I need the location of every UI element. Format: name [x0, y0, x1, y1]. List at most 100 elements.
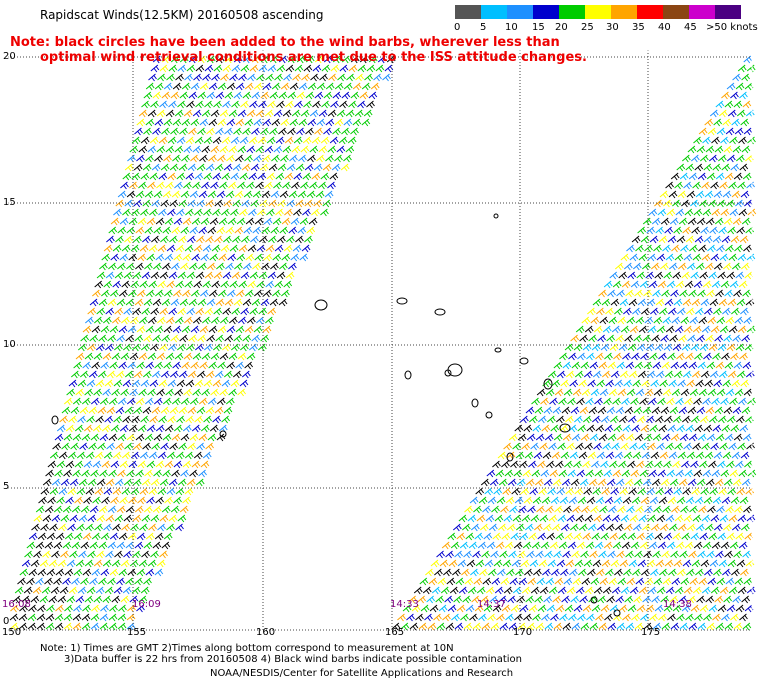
- wind-barb: [142, 163, 152, 172]
- wind-barb: [616, 550, 625, 559]
- wind-barb: [120, 388, 130, 397]
- wind-barb: [562, 622, 572, 631]
- wind-barb: [91, 361, 101, 370]
- wind-barb: [711, 469, 721, 478]
- wind-barb: [648, 469, 658, 478]
- wind-barb: [726, 604, 736, 613]
- wind-barb: [619, 415, 628, 424]
- wind-barb: [83, 460, 93, 469]
- wind-barb: [277, 235, 286, 244]
- wind-barb: [599, 577, 609, 586]
- wind-barb: [661, 622, 671, 631]
- wind-barb: [634, 289, 643, 298]
- wind-barb: [161, 541, 171, 550]
- wind-barb: [41, 586, 51, 595]
- wind-barb: [502, 487, 512, 496]
- colorbar-swatch: [559, 5, 585, 19]
- wind-barb: [635, 577, 645, 586]
- wind-barb: [247, 280, 257, 289]
- wind-barb: [212, 136, 222, 145]
- wind-barb: [615, 478, 625, 487]
- wind-barb: [705, 478, 715, 487]
- wind-barb: [352, 118, 362, 127]
- wind-barb: [551, 523, 561, 532]
- wind-barb: [639, 541, 649, 550]
- wind-barb: [732, 217, 742, 226]
- wind-barb: [72, 469, 81, 478]
- wind-barb: [93, 352, 103, 361]
- wind-barb: [176, 343, 186, 352]
- wind-barb: [140, 379, 150, 388]
- wind-barb: [556, 370, 566, 379]
- wind-barb: [721, 424, 731, 433]
- wind-barb: [197, 91, 207, 100]
- wind-barb: [667, 496, 677, 505]
- wind-barb: [532, 496, 542, 505]
- wind-barb: [697, 433, 707, 442]
- wind-barb: [639, 280, 649, 289]
- wind-barb: [74, 496, 83, 505]
- wind-barb: [199, 82, 209, 91]
- wind-barb: [121, 316, 130, 325]
- wind-barb: [604, 352, 613, 361]
- colorbar-tick: 40: [658, 22, 671, 33]
- wind-barb: [527, 505, 536, 514]
- longitude-label: 175: [641, 627, 661, 638]
- wind-barb: [262, 118, 272, 127]
- wind-barb: [275, 172, 285, 181]
- wind-barb: [730, 613, 739, 622]
- wind-barb: [260, 334, 270, 343]
- wind-barb: [81, 469, 90, 478]
- wind-barb: [614, 379, 624, 388]
- wind-barb: [161, 334, 171, 343]
- wind-barb: [169, 163, 179, 172]
- wind-barb: [289, 118, 299, 127]
- wind-barb: [236, 253, 246, 262]
- wind-barb: [144, 397, 154, 406]
- wind-barb: [734, 577, 744, 586]
- wind-barb: [175, 451, 185, 460]
- wind-barb: [503, 586, 513, 595]
- wind-barb: [228, 181, 237, 190]
- wind-barb: [649, 235, 659, 244]
- wind-barb: [673, 370, 683, 379]
- wind-barb: [740, 190, 750, 199]
- wind-barb: [657, 469, 667, 478]
- wind-barb: [543, 406, 553, 415]
- wind-barb: [174, 145, 184, 154]
- wind-barb: [476, 586, 486, 595]
- wind-barb: [554, 577, 564, 586]
- wind-barb: [435, 595, 445, 604]
- wind-barb: [204, 64, 214, 73]
- wind-barb: [525, 595, 535, 604]
- wind-barb: [452, 568, 461, 577]
- wind-barb: [593, 586, 603, 595]
- wind-barb: [693, 397, 702, 406]
- wind-barb: [447, 604, 457, 613]
- wind-barb: [85, 316, 94, 325]
- wind-barb: [271, 82, 281, 91]
- wind-barb: [328, 73, 337, 82]
- wind-barb: [675, 208, 685, 217]
- wind-barb: [595, 424, 605, 433]
- wind-barb: [598, 433, 608, 442]
- wind-barb: [219, 181, 228, 190]
- wind-barb: [696, 334, 706, 343]
- wind-barb: [720, 469, 730, 478]
- wind-barb: [514, 424, 524, 433]
- wind-barb: [524, 451, 534, 460]
- wind-barb: [289, 82, 299, 91]
- wind-barb: [12, 595, 22, 604]
- wind-barb: [213, 64, 223, 73]
- wind-barb: [235, 325, 245, 334]
- wind-barb: [241, 370, 251, 379]
- wind-barb: [574, 487, 584, 496]
- wind-barb: [136, 532, 146, 541]
- wind-barb: [86, 343, 96, 352]
- wind-barb: [94, 316, 103, 325]
- wind-barb: [185, 172, 195, 181]
- wind-barb: [35, 577, 44, 586]
- wind-barb: [243, 190, 253, 199]
- wind-barb: [103, 244, 113, 253]
- wind-barb: [542, 451, 552, 460]
